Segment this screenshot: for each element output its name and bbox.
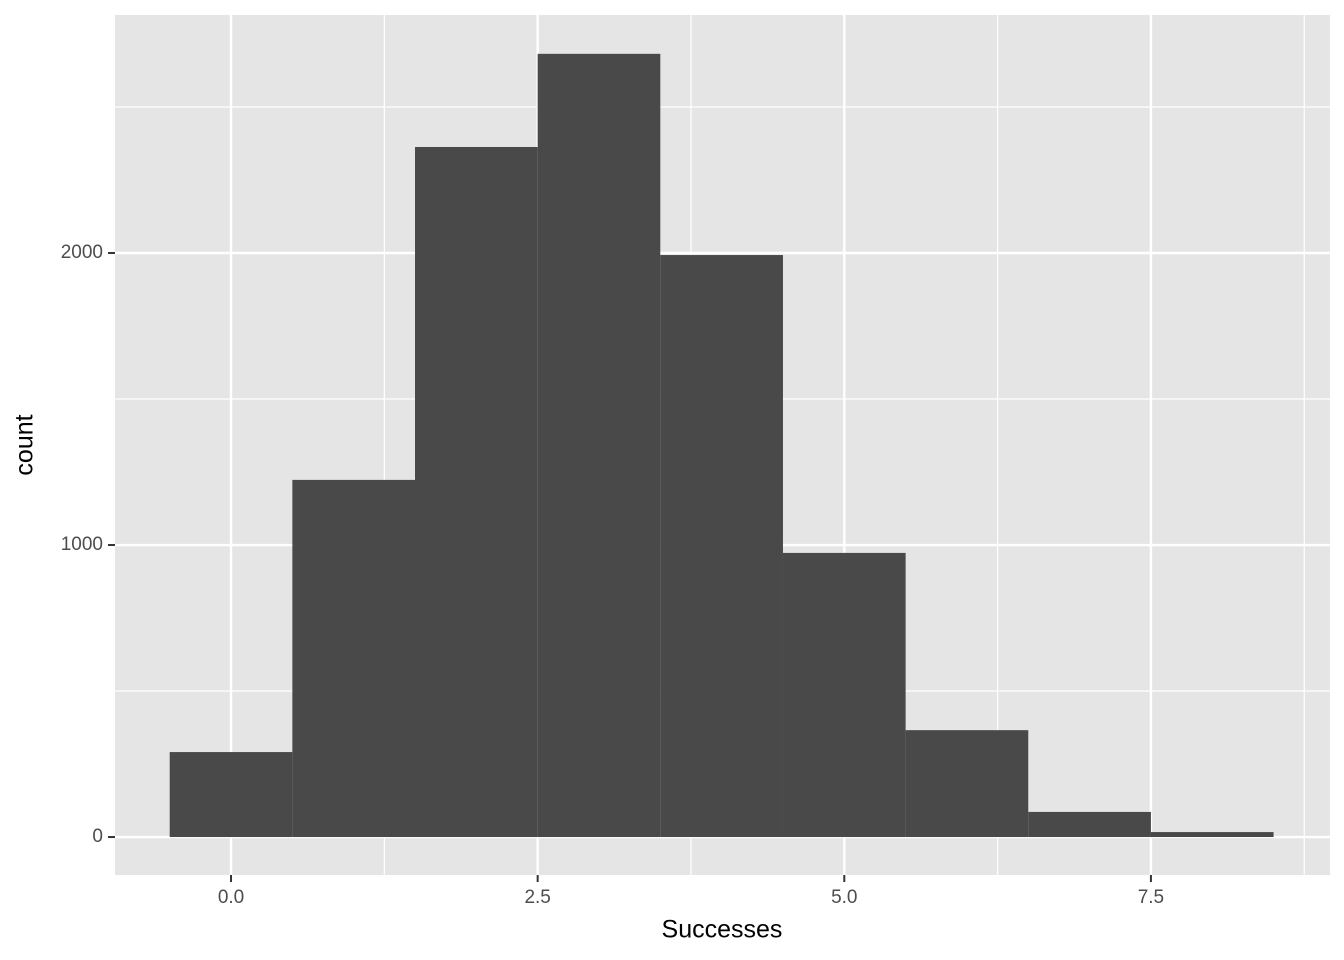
bar: [782, 552, 906, 838]
y-tick-label: 2000: [61, 242, 103, 263]
y-tick-label: 1000: [61, 534, 103, 555]
x-axis-title: Successes: [662, 916, 783, 944]
bar: [1028, 811, 1151, 838]
bar: [169, 752, 293, 838]
bar: [1150, 832, 1274, 838]
x-tick-label: 0.0: [218, 887, 244, 908]
bar: [660, 255, 783, 838]
y-axis-title: count: [11, 414, 39, 475]
x-tick-label: 7.5: [1138, 887, 1164, 908]
bar: [905, 730, 1029, 838]
x-tick-label: 2.5: [524, 887, 550, 908]
bar: [415, 146, 538, 838]
x-tick-label: 5.0: [831, 887, 857, 908]
y-tick-label: 0: [92, 826, 103, 847]
bar: [292, 479, 416, 838]
bar: [537, 53, 661, 838]
